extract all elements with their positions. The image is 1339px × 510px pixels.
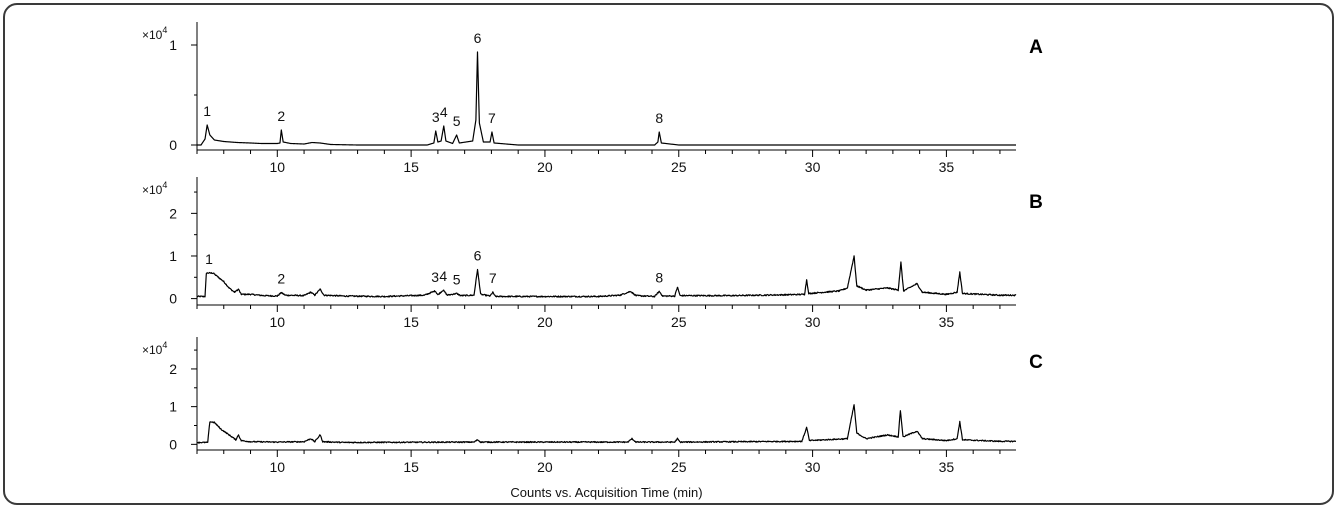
- y-tick-label: 2: [169, 361, 177, 377]
- peak-label: 2: [277, 108, 285, 124]
- peak-label: 5: [453, 113, 461, 129]
- figure-frame: [3, 3, 1334, 505]
- peak-label: 7: [489, 270, 497, 286]
- peak-label: 5: [453, 271, 461, 287]
- y-tick-label: 0: [169, 291, 177, 307]
- peak-label: 2: [277, 271, 285, 287]
- x-axis-title: Counts vs. Acquisition Time (min): [510, 485, 702, 500]
- x-tick-label: 30: [805, 459, 821, 475]
- peak-label: 4: [440, 104, 448, 120]
- y-scale-base: ×10: [142, 343, 163, 357]
- y-tick-label: 0: [169, 436, 177, 452]
- x-tick-label: 30: [805, 159, 821, 175]
- y-scale-label: ×104: [142, 180, 167, 197]
- x-tick-label: 20: [537, 314, 553, 330]
- y-scale-exponent: 4: [162, 25, 167, 35]
- peak-label: 8: [655, 110, 663, 126]
- y-tick-label: 1: [169, 399, 177, 415]
- x-tick-label: 15: [403, 314, 419, 330]
- peak-label: 1: [203, 103, 211, 119]
- x-tick-label: 10: [270, 314, 286, 330]
- x-tick-label: 35: [939, 159, 955, 175]
- peak-label: 3: [431, 269, 439, 285]
- x-tick-label: 15: [403, 459, 419, 475]
- trace-A: [196, 51, 1017, 146]
- x-tick-label: 35: [939, 459, 955, 475]
- y-tick-label: 1: [169, 248, 177, 264]
- peak-label: 3: [432, 109, 440, 125]
- panel-label-C: C: [1029, 352, 1043, 373]
- peak-label: 7: [488, 110, 496, 126]
- x-tick-label: 10: [270, 459, 286, 475]
- y-tick-label: 0: [169, 137, 177, 153]
- y-scale-base: ×10: [142, 28, 163, 42]
- x-tick-label: 25: [671, 159, 687, 175]
- x-tick-label: 10: [270, 159, 286, 175]
- x-tick-label: 20: [537, 159, 553, 175]
- peak-label: 8: [655, 269, 663, 285]
- x-tick-label: 35: [939, 314, 955, 330]
- x-tick-label: 30: [805, 314, 821, 330]
- y-scale-label: ×104: [142, 340, 167, 357]
- panel-label-A: A: [1029, 37, 1043, 58]
- x-tick-label: 15: [403, 159, 419, 175]
- x-tick-label: 20: [537, 459, 553, 475]
- trace-C: [196, 404, 1017, 444]
- trace-B: [196, 255, 1017, 298]
- peak-label: 6: [474, 248, 482, 264]
- x-tick-label: 25: [671, 459, 687, 475]
- peak-label: 6: [474, 30, 482, 46]
- peak-label: 1: [205, 251, 213, 267]
- y-scale-exponent: 4: [162, 180, 167, 190]
- y-scale-exponent: 4: [162, 340, 167, 350]
- peak-label: 4: [439, 268, 447, 284]
- y-tick-label: 1: [169, 37, 177, 53]
- panel-label-B: B: [1029, 192, 1043, 213]
- y-scale-label: ×104: [142, 25, 167, 42]
- y-scale-base: ×10: [142, 183, 163, 197]
- x-tick-label: 25: [671, 314, 687, 330]
- y-tick-label: 2: [169, 205, 177, 221]
